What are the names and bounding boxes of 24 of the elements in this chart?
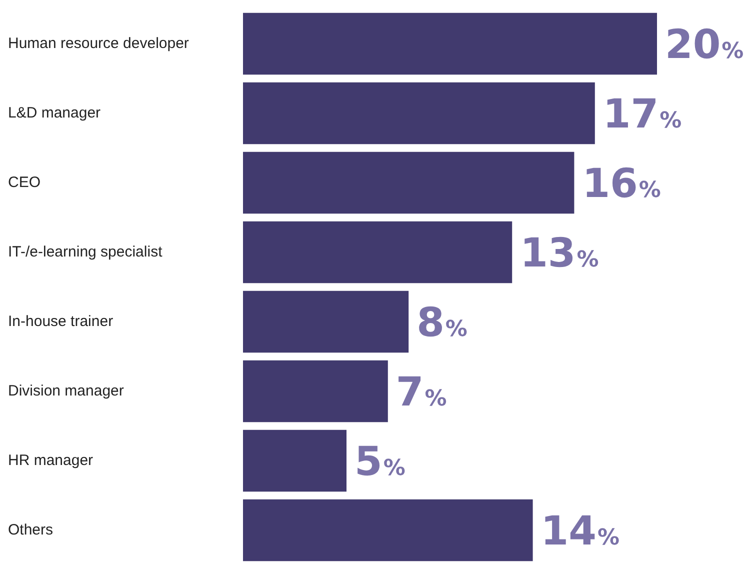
bar xyxy=(243,290,409,353)
data-label: 5% xyxy=(354,438,406,485)
bar xyxy=(243,12,657,75)
bar xyxy=(243,221,512,284)
bar xyxy=(243,82,595,144)
y-tick-label: HR manager xyxy=(8,452,94,469)
y-tick-label: CEO xyxy=(8,174,41,191)
data-label: 17% xyxy=(602,91,682,138)
y-tick-label: L&D manager xyxy=(8,104,101,122)
bar xyxy=(243,499,533,562)
data-label: 14% xyxy=(540,508,620,554)
bar xyxy=(243,360,388,422)
y-tick-label: Others xyxy=(8,521,54,538)
data-label: 13% xyxy=(520,230,599,276)
y-tick-label: Division manager xyxy=(8,382,124,400)
y-tick-label: IT-/e-learning specialist xyxy=(8,243,164,260)
data-label: 16% xyxy=(582,160,661,207)
bar xyxy=(243,152,574,214)
data-label: 8% xyxy=(416,300,468,346)
y-tick-label: Human resource developer xyxy=(8,34,189,52)
data-label: 20% xyxy=(665,22,744,68)
y-tick-label: In-house trainer xyxy=(8,312,114,330)
bar xyxy=(243,430,346,492)
data-label: 7% xyxy=(396,369,447,416)
